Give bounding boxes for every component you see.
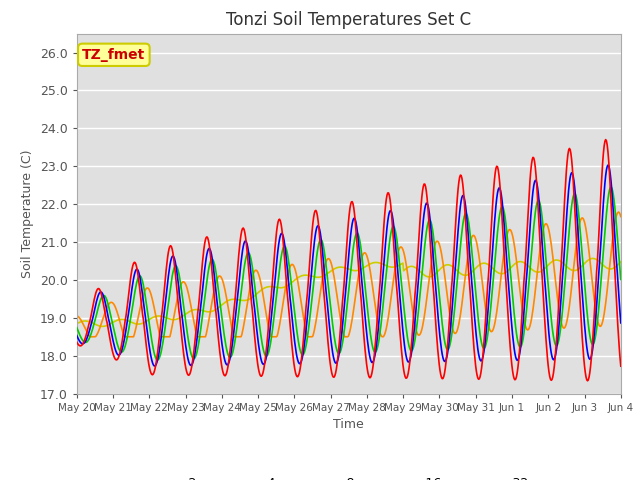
Y-axis label: Soil Temperature (C): Soil Temperature (C) <box>21 149 35 278</box>
Legend: -2cm, -4cm, -8cm, -16cm, -32cm: -2cm, -4cm, -8cm, -16cm, -32cm <box>145 472 553 480</box>
Title: Tonzi Soil Temperatures Set C: Tonzi Soil Temperatures Set C <box>226 11 472 29</box>
Text: TZ_fmet: TZ_fmet <box>82 48 145 62</box>
X-axis label: Time: Time <box>333 418 364 431</box>
